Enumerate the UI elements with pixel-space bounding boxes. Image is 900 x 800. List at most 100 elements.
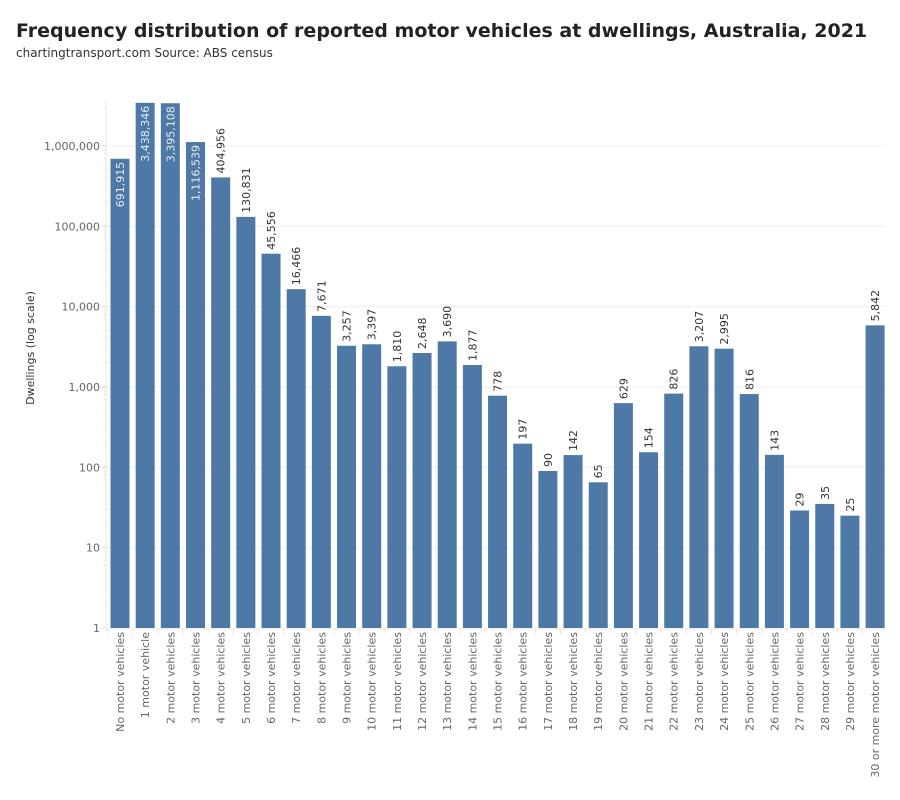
bar-value-label: 130,831	[240, 167, 253, 213]
bar-value-label: 45,556	[265, 211, 278, 250]
x-tick-label: 3 motor vehicles	[190, 632, 203, 724]
bar	[412, 352, 432, 628]
bar-value-label: 154	[643, 427, 656, 448]
bar-value-label: 5,842	[869, 290, 882, 322]
x-tick-label: No motor vehicles	[114, 632, 127, 732]
bar	[135, 102, 155, 629]
bar-value-label: 90	[542, 453, 555, 467]
bar	[236, 216, 256, 628]
x-tick-label: 28 motor vehicles	[819, 632, 832, 731]
x-tick-label: 2 motor vehicles	[164, 632, 177, 724]
x-tick-label: 14 motor vehicles	[466, 632, 479, 731]
bar-value-label: 404,956	[215, 128, 228, 174]
bar	[664, 393, 684, 628]
x-tick-label: 7 motor vehicles	[290, 632, 303, 724]
bar	[110, 158, 130, 628]
x-tick-label: 17 motor vehicles	[542, 632, 555, 731]
bar-value-label: 35	[819, 486, 832, 500]
x-tick-label: 19 motor vehicles	[592, 632, 605, 731]
bar	[362, 344, 382, 628]
bar	[613, 403, 633, 628]
bar-value-label: 778	[492, 371, 505, 392]
bar-value-label: 2,648	[416, 317, 429, 349]
bar	[790, 510, 810, 628]
bar	[739, 394, 759, 628]
bar	[387, 366, 407, 628]
x-axis: No motor vehicles 1 motor vehicle 2 motor …	[106, 628, 886, 778]
x-tick-label: 15 motor vehicles	[492, 632, 505, 731]
bar	[815, 503, 835, 628]
y-tick-label: 1,000,000	[44, 140, 100, 153]
bar-value-label: 143	[768, 430, 781, 451]
x-tick-label: 25 motor vehicles	[743, 632, 756, 731]
data-labels: 691,915 3,438,346 3,395,108 1,116,539 404,95…	[114, 106, 882, 512]
x-tick-label: 26 motor vehicles	[768, 632, 781, 731]
bar-value-label: 16,466	[290, 247, 303, 286]
bar	[160, 103, 180, 628]
bar-value-label: 3,257	[341, 310, 354, 342]
y-tick-label: 1	[93, 622, 100, 635]
bar-value-label: 3,438,346	[139, 106, 152, 162]
x-tick-label: 8 motor vehicles	[315, 632, 328, 724]
bar	[286, 289, 306, 628]
x-tick-label: 20 motor vehicles	[617, 632, 630, 731]
y-axis-title: Dwellings (log scale)	[24, 291, 37, 405]
bar	[462, 364, 482, 628]
x-tick-label: 21 motor vehicles	[643, 632, 656, 731]
x-tick-label: 4 motor vehicles	[215, 632, 228, 724]
chart-title: Frequency distribution of reported motor…	[16, 20, 868, 42]
y-tick-label: 10	[86, 542, 100, 555]
bar-value-label: 1,116,539	[190, 145, 203, 201]
x-tick-label: 22 motor vehicles	[668, 632, 681, 731]
x-tick-label: 18 motor vehicles	[567, 632, 580, 731]
x-tick-label: 12 motor vehicles	[416, 632, 429, 731]
bar	[513, 443, 533, 628]
bar	[588, 482, 608, 628]
bars	[110, 102, 885, 629]
x-tick-label: 9 motor vehicles	[341, 632, 354, 724]
bar	[563, 455, 583, 628]
y-tick-label: 100	[79, 461, 100, 474]
bar	[261, 253, 281, 628]
y-tick-label: 10,000	[62, 301, 101, 314]
y-tick-label: 1,000	[69, 381, 101, 394]
x-tick-label: 29 motor vehicles	[844, 632, 857, 731]
x-tick-label: 6 motor vehicles	[265, 632, 278, 724]
bar	[840, 515, 860, 628]
bar	[714, 348, 734, 628]
bar-value-label: 25	[844, 498, 857, 512]
x-tick-label: 11 motor vehicles	[391, 632, 404, 731]
bar-value-label: 3,690	[441, 306, 454, 338]
bar-value-label: 1,877	[466, 329, 479, 361]
y-tick-label: 100,000	[55, 220, 101, 233]
bar	[639, 452, 659, 628]
bar-value-label: 3,397	[366, 309, 379, 341]
bar-value-label: 816	[743, 369, 756, 390]
x-tick-label: 16 motor vehicles	[517, 632, 530, 731]
bar-value-label: 29	[794, 493, 807, 507]
x-tick-label: 10 motor vehicles	[366, 632, 379, 731]
bar-value-label: 3,395,108	[164, 106, 177, 162]
x-tick-label: 13 motor vehicles	[441, 632, 454, 731]
bar-value-label: 65	[592, 464, 605, 478]
bar-value-label: 197	[517, 419, 530, 440]
bar-value-label: 629	[617, 378, 630, 399]
bar	[538, 470, 558, 628]
x-tick-label: 1 motor vehicle	[139, 632, 152, 718]
x-tick-label: 30 or more motor vehicles	[869, 632, 882, 778]
bar	[337, 345, 357, 628]
bar-value-label: 826	[668, 369, 681, 390]
bar	[186, 142, 206, 629]
x-tick-label: 24 motor vehicles	[718, 632, 731, 731]
chart-subtitle: chartingtransport.com Source: ABS census	[16, 46, 273, 60]
x-tick-label: 27 motor vehicles	[794, 632, 807, 731]
bar	[865, 325, 885, 628]
x-tick-label: 5 motor vehicles	[240, 632, 253, 724]
bar-value-label: 1,810	[391, 331, 404, 363]
bar	[437, 341, 457, 628]
bar	[311, 315, 331, 628]
bar-value-label: 7,671	[315, 280, 328, 312]
bar-value-label: 142	[567, 430, 580, 451]
bar	[764, 454, 784, 628]
